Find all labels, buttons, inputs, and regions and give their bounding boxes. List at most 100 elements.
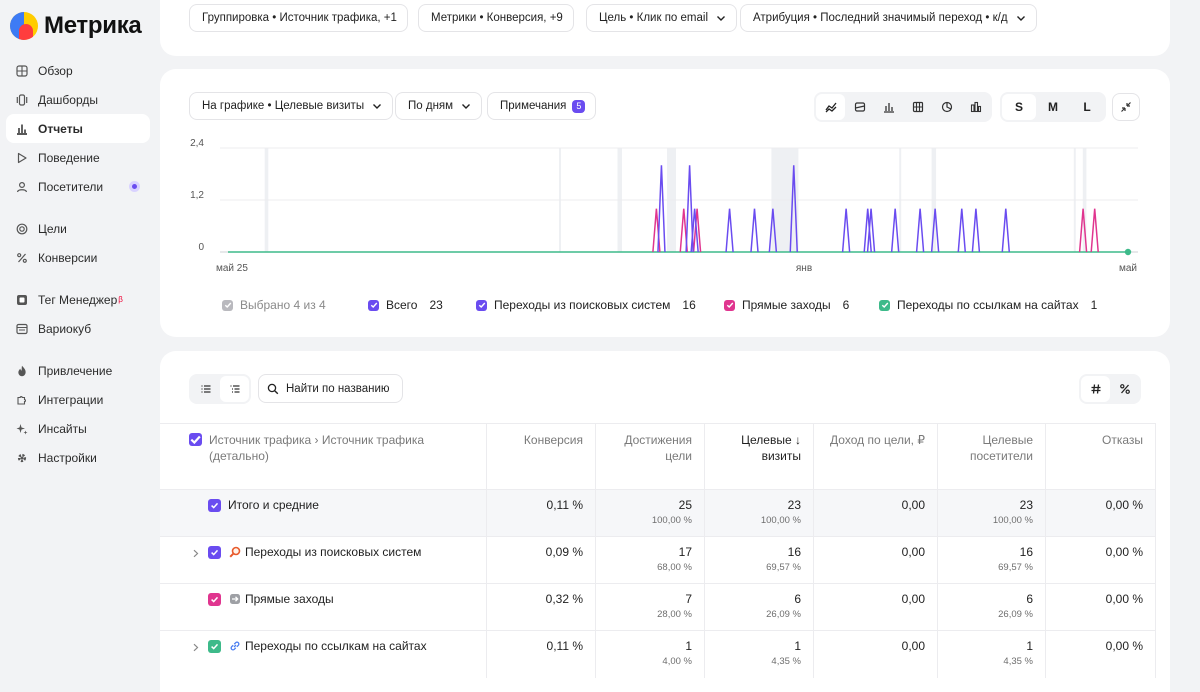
dimension-cell: Переходы из поисковых систем (160, 537, 487, 584)
metric-column-header-3[interactable]: Доход по цели, ₽ (814, 424, 938, 490)
size-m-button[interactable]: M (1048, 100, 1058, 114)
pie-chart-type-button[interactable] (932, 94, 961, 120)
sidebar-item-7[interactable]: Тег Менеджер β (6, 285, 150, 314)
table-row[interactable]: Переходы из поисковых систем 0,09 % 17 68,0… (160, 536, 1156, 584)
gear-icon (16, 452, 28, 464)
size-s-button[interactable]: S (1002, 94, 1036, 120)
spike-search (725, 208, 734, 253)
sidebar-item-3[interactable]: Поведение (6, 143, 150, 172)
sidebar-item-label: Конверсии (38, 250, 98, 265)
collapse-chart-button[interactable] (1112, 93, 1140, 121)
table-row[interactable]: Прямые заходы 0,32 % 7 28,00 % 6 26,09 % 0,00 6… (160, 583, 1156, 631)
metric-column-header-4[interactable]: Целевые посетители (938, 424, 1046, 490)
spike-direct (692, 208, 702, 253)
metric-column-header-0[interactable]: Конверсия (487, 424, 596, 490)
sidebar-item-1[interactable]: Дашборды (6, 85, 150, 114)
sidebar-item-9[interactable]: Привлечение (6, 356, 150, 385)
legend-value: 6 (842, 298, 850, 312)
chevron-right-icon[interactable] (191, 641, 201, 652)
sidebar-item-label: Цели (38, 221, 67, 236)
legend-label: Переходы по ссылкам на сайтах (897, 298, 1079, 312)
search-input[interactable]: Найти по названию (258, 374, 403, 403)
legend-item-3[interactable]: Переходы по ссылкам на сайтах 1 (879, 298, 1097, 312)
checkbox-checked-icon[interactable] (879, 299, 890, 311)
select-all-checkbox[interactable] (189, 433, 202, 446)
totals-row[interactable]: Итого и средние 0,11 % 25 100,00 % 23 100,00 … (160, 489, 1156, 537)
metrics-filter[interactable]: Метрики • Конверсия, +9 (418, 4, 574, 32)
cell-value: 0,11 % (546, 639, 583, 653)
size-l-button[interactable]: L (1083, 100, 1091, 114)
row-checkbox[interactable] (208, 499, 221, 512)
checkbox-checked-icon[interactable] (476, 299, 487, 311)
direct-entry-icon (228, 592, 241, 605)
nav-group-gap (6, 272, 150, 285)
table-row[interactable]: Переходы по ссылкам на сайтах 0,11 % 1 4,00… (160, 630, 1156, 678)
checkbox-checked-icon[interactable] (368, 299, 379, 311)
absolute-values-button[interactable] (1081, 376, 1110, 402)
row-checkbox[interactable] (208, 640, 221, 653)
sidebar-item-0[interactable]: Обзор (6, 56, 150, 85)
table-header: Источник трафика › Источник трафика (дета… (160, 423, 1156, 490)
cell-share: 4,00 % (662, 656, 692, 667)
legend-item-0[interactable]: Всего 23 (368, 298, 443, 312)
dimension-header-sublabel: (детально) (209, 449, 269, 463)
sidebar-item-8[interactable]: Вариокуб (6, 314, 150, 343)
metric-cell: 0,32 % (487, 584, 596, 631)
sidebar: Метрика Обзор Дашборды Отчеты Поведение Посе… (0, 0, 160, 692)
cell-value: 1 (794, 639, 801, 653)
notes-button[interactable]: Примечания 5 (487, 92, 597, 120)
row-checkbox[interactable] (208, 546, 221, 559)
y-tick-label: 1,2 (190, 190, 204, 201)
sidebar-item-5[interactable]: Цели (6, 214, 150, 243)
metric-cell: 16 69,57 % (938, 537, 1046, 584)
row-checkbox[interactable] (208, 593, 221, 606)
sidebar-item-4[interactable]: Посетители (6, 172, 150, 201)
cell-value: 1 (685, 639, 692, 653)
metric-column-header-5[interactable]: Отказы (1046, 424, 1156, 490)
sidebar-item-label: Настройки (38, 450, 97, 465)
row-name: Прямые заходы (245, 592, 334, 606)
sidebar-item-2[interactable]: Отчеты (6, 114, 150, 143)
chevron-right-icon[interactable] (191, 547, 201, 558)
spike-search (657, 165, 666, 253)
on-chart-selector[interactable]: На графике • Целевые визиты (189, 92, 394, 120)
percent-values-button[interactable] (1110, 376, 1139, 402)
sidebar-item-12[interactable]: Настройки (6, 443, 150, 472)
spike-search (1001, 208, 1011, 253)
cell-value: 6 (1026, 592, 1033, 606)
stacked-chart-type-button[interactable] (903, 94, 932, 120)
period-selector[interactable]: По дням (395, 92, 483, 120)
sidebar-item-6[interactable]: Конверсии (6, 243, 150, 272)
legend-select-all[interactable]: Выбрано 4 из 4 (222, 298, 326, 312)
line-chart-type-button[interactable] (816, 94, 845, 120)
pie-chart-icon (941, 101, 952, 113)
bar-chart-type-button[interactable] (874, 94, 903, 120)
flame-icon (16, 365, 28, 377)
flat-list-view-button[interactable] (191, 376, 220, 402)
attribution-filter[interactable]: Атрибуция • Последний значимый переход •… (740, 4, 1037, 32)
metric-column-header-2[interactable]: Целевые ↓ визиты (705, 424, 814, 490)
cell-value: 1 (1026, 639, 1033, 653)
metric-cell: 23 100,00 % (938, 490, 1046, 537)
column-header-label: Отказы (1101, 433, 1143, 447)
column-header-label: Целевые (982, 433, 1033, 447)
legend-item-2[interactable]: Прямые заходы 6 (724, 298, 849, 312)
checkbox-checked-icon[interactable] (724, 299, 735, 311)
x-tick-label: янв (796, 263, 812, 274)
legend-item-1[interactable]: Переходы из поисковых систем 16 (476, 298, 696, 312)
logo[interactable]: Метрика (10, 12, 142, 40)
area-chart-type-button[interactable] (845, 94, 874, 120)
cell-value: 0,32 % (545, 592, 583, 606)
tree-view-button[interactable] (220, 376, 249, 402)
cell-value: 0,00 % (1105, 545, 1143, 559)
metric-column-header-1[interactable]: Достижения цели (596, 424, 705, 490)
checkbox-checked-icon[interactable] (222, 299, 233, 311)
goal-filter[interactable]: Цель • Клик по email (586, 4, 737, 32)
dimension-column-header[interactable]: Источник трафика › Источник трафика (дета… (160, 424, 487, 490)
grouping-filter[interactable]: Группировка • Источник трафика, +1 (189, 4, 408, 32)
percent-icon (16, 252, 28, 264)
sidebar-item-11[interactable]: Инсайты (6, 414, 150, 443)
column-chart-type-button[interactable] (961, 94, 990, 120)
nav-group-gap (6, 201, 150, 214)
sidebar-item-10[interactable]: Интеграции (6, 385, 150, 414)
